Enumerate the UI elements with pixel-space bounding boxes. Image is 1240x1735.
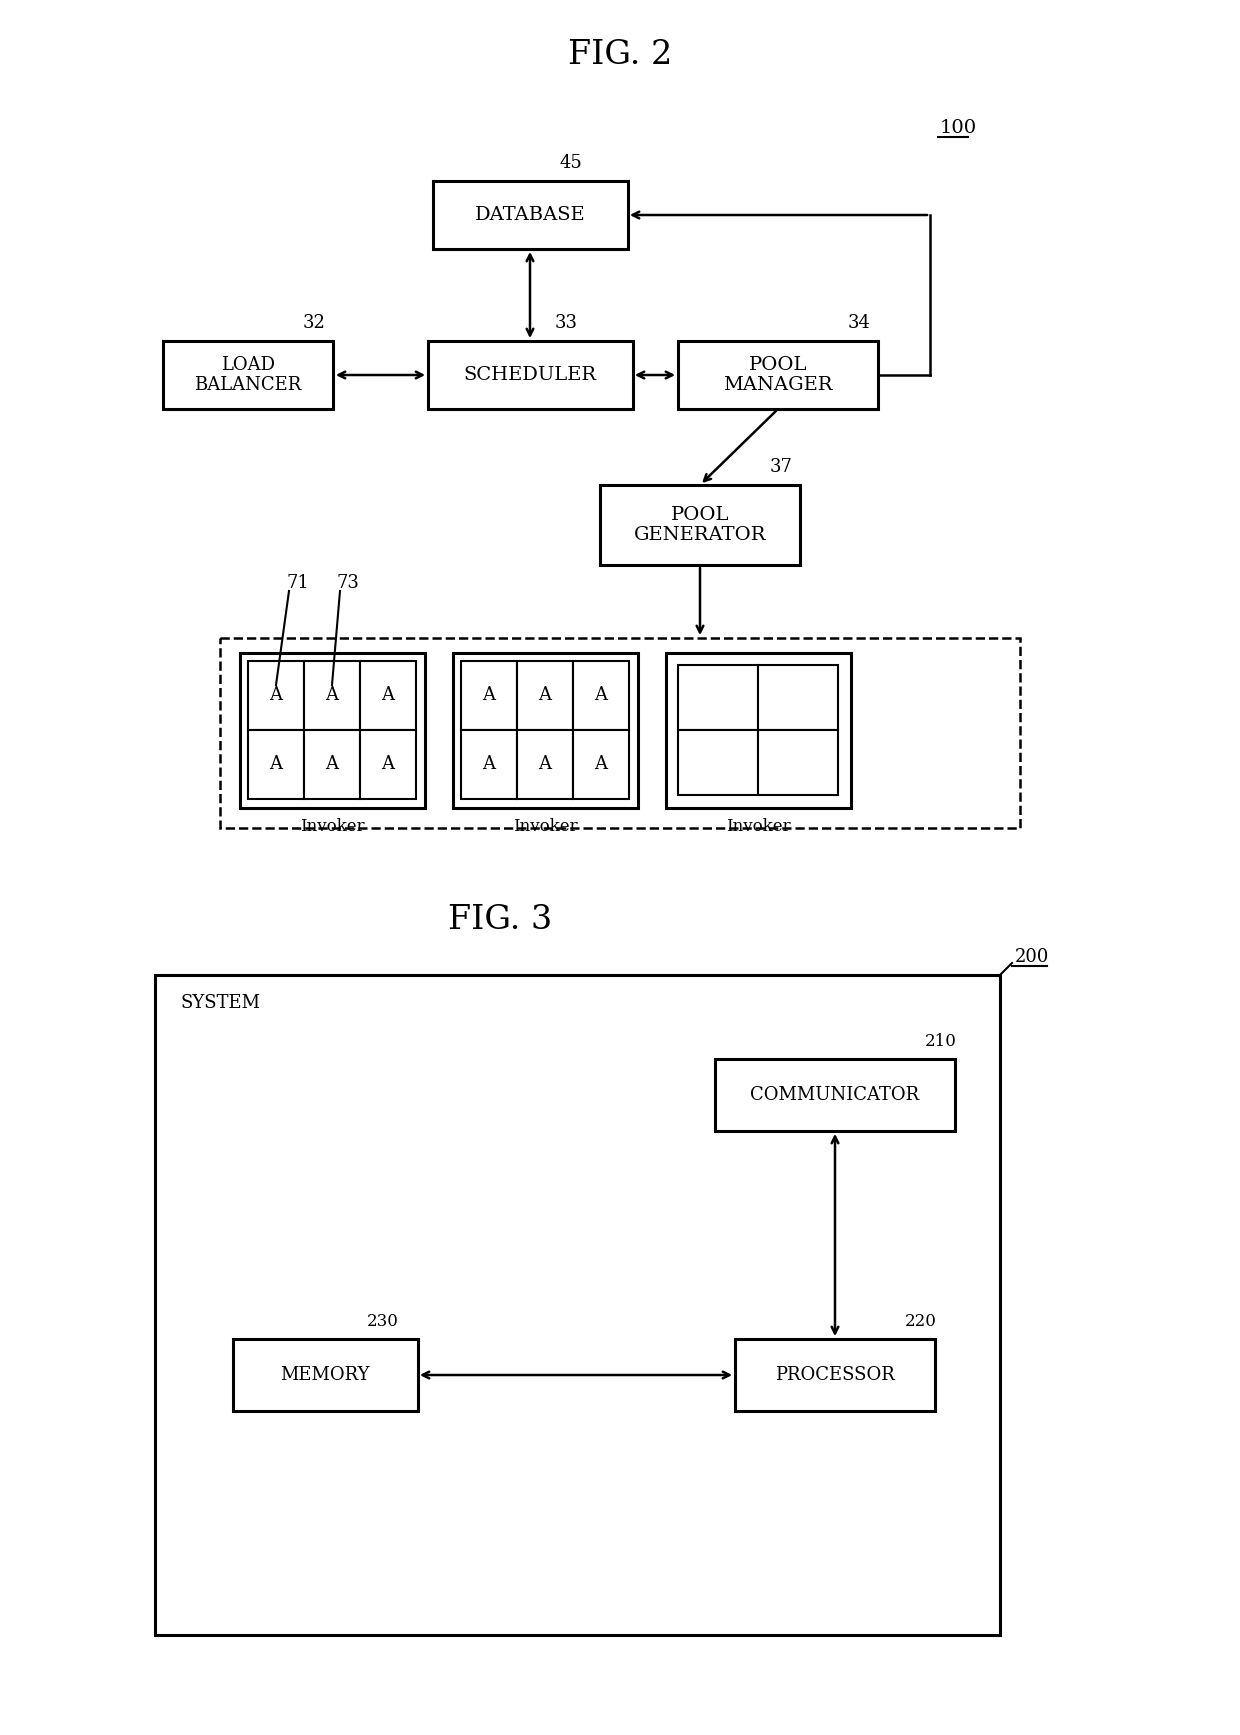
Text: 200: 200	[1016, 947, 1049, 966]
Text: 37: 37	[770, 458, 792, 475]
Text: POOL
MANAGER: POOL MANAGER	[723, 356, 833, 394]
Bar	[428, 342, 632, 409]
Bar	[758, 665, 838, 730]
Text: COMMUNICATOR: COMMUNICATOR	[750, 1086, 920, 1103]
Bar	[715, 1058, 955, 1131]
Text: 32: 32	[303, 314, 326, 331]
Bar	[666, 652, 851, 809]
Bar	[758, 730, 838, 795]
Text: A: A	[325, 685, 339, 704]
Bar	[517, 730, 573, 800]
Text: 45: 45	[560, 154, 583, 172]
Text: FIG. 3: FIG. 3	[448, 904, 552, 935]
Text: LOAD
BALANCER: LOAD BALANCER	[195, 356, 301, 394]
Text: A: A	[482, 755, 496, 774]
Bar	[461, 730, 517, 800]
Bar	[453, 652, 639, 809]
Text: SYSTEM: SYSTEM	[180, 994, 260, 1012]
Text: Invoker: Invoker	[300, 817, 365, 835]
Bar	[360, 730, 415, 800]
Bar	[433, 180, 627, 250]
Text: A: A	[325, 755, 339, 774]
Bar	[573, 730, 629, 800]
Bar	[304, 661, 360, 730]
Bar	[155, 975, 999, 1634]
Text: DATABASE: DATABASE	[475, 206, 585, 224]
Bar	[461, 661, 517, 730]
Bar	[241, 652, 425, 809]
Text: 33: 33	[556, 314, 578, 331]
Text: MEMORY: MEMORY	[280, 1365, 370, 1385]
Bar	[573, 661, 629, 730]
Bar	[248, 661, 304, 730]
Bar	[678, 342, 878, 409]
Text: FIG. 2: FIG. 2	[568, 38, 672, 71]
Text: 230: 230	[367, 1312, 399, 1329]
Bar	[678, 665, 758, 730]
Bar	[735, 1339, 935, 1411]
Bar	[248, 730, 304, 800]
Bar	[517, 661, 573, 730]
Text: 71: 71	[286, 574, 309, 592]
Bar	[678, 730, 758, 795]
Text: PROCESSOR: PROCESSOR	[775, 1365, 895, 1385]
Text: A: A	[269, 685, 283, 704]
Text: A: A	[482, 685, 496, 704]
Text: SCHEDULER: SCHEDULER	[464, 366, 596, 383]
Text: 34: 34	[848, 314, 870, 331]
Text: A: A	[538, 755, 552, 774]
Bar	[360, 661, 415, 730]
Text: 220: 220	[905, 1312, 937, 1329]
Bar	[219, 638, 1021, 828]
Text: Invoker: Invoker	[512, 817, 578, 835]
Text: 73: 73	[337, 574, 360, 592]
Text: 210: 210	[925, 1032, 957, 1050]
Bar	[233, 1339, 418, 1411]
Text: A: A	[382, 685, 394, 704]
Text: 100: 100	[940, 120, 977, 137]
Text: POOL
GENERATOR: POOL GENERATOR	[634, 505, 766, 545]
Text: A: A	[382, 755, 394, 774]
Text: Invoker: Invoker	[725, 817, 790, 835]
Text: A: A	[538, 685, 552, 704]
Text: A: A	[594, 755, 608, 774]
Bar	[304, 730, 360, 800]
Text: A: A	[594, 685, 608, 704]
Bar	[162, 342, 334, 409]
Bar	[600, 486, 800, 566]
Text: A: A	[269, 755, 283, 774]
